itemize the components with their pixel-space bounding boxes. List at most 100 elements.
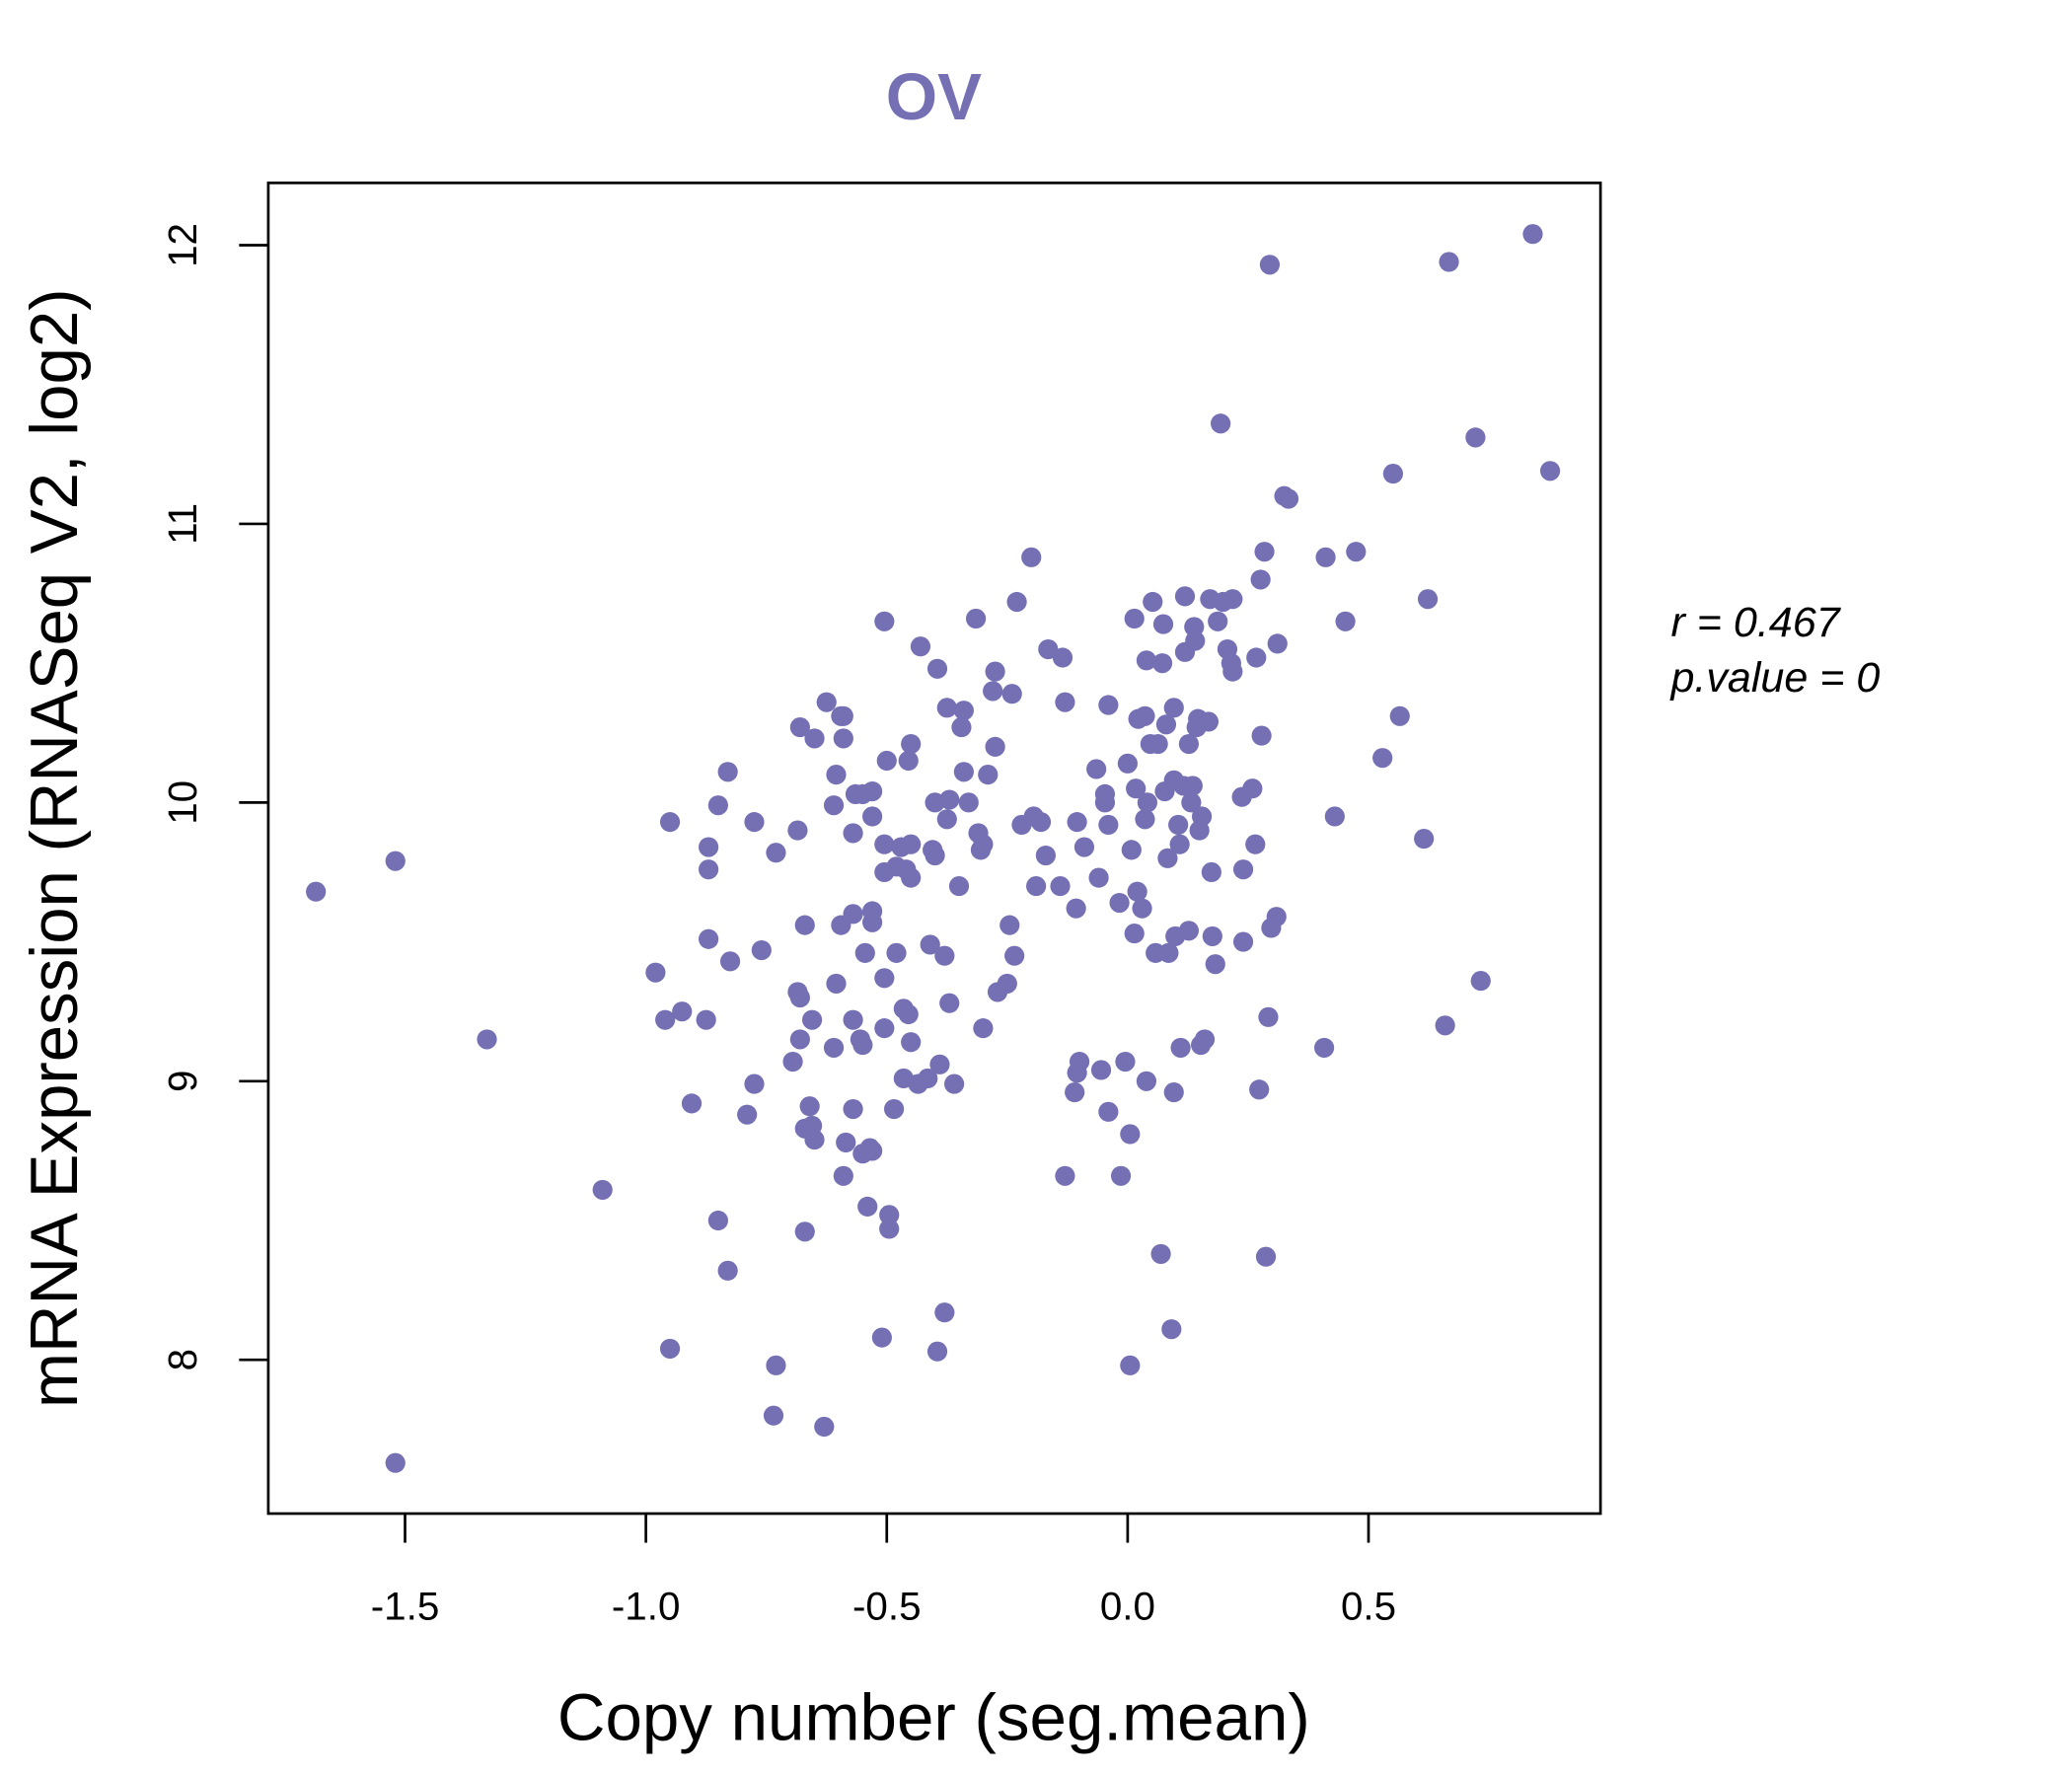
data-point (926, 1341, 948, 1362)
data-point (1242, 778, 1263, 799)
data-point (804, 728, 825, 749)
data-point (973, 834, 994, 854)
data-point (1135, 809, 1155, 830)
data-point (1266, 907, 1287, 927)
data-point (901, 867, 922, 888)
data-point (862, 780, 883, 802)
data-point (1006, 591, 1027, 613)
data-point (1055, 1165, 1075, 1186)
data-point (1065, 1082, 1085, 1103)
plot-area-frame (266, 182, 1602, 1516)
data-point (936, 698, 957, 718)
data-point (874, 1018, 895, 1039)
data-point (655, 1009, 676, 1030)
data-point (1052, 647, 1073, 668)
data-point (1136, 650, 1157, 671)
data-point (385, 851, 406, 871)
data-point (843, 904, 863, 925)
data-point (1169, 834, 1190, 854)
data-point (1066, 898, 1086, 919)
data-point (1088, 867, 1109, 888)
data-point (789, 1029, 810, 1050)
data-point (1094, 792, 1116, 813)
y-axis: 8 9 10 11 12 (160, 223, 268, 1370)
data-point (862, 912, 883, 932)
data-point (1050, 876, 1071, 897)
data-point (1194, 1029, 1216, 1050)
y-tick-label: 10 (160, 780, 205, 825)
data-point (1026, 876, 1047, 897)
data-point (814, 1416, 835, 1438)
data-point (985, 661, 1005, 682)
data-point (999, 915, 1020, 935)
chart-title: OV (886, 60, 982, 134)
data-point (804, 1130, 825, 1150)
data-point (1313, 1037, 1335, 1058)
data-point (1182, 776, 1203, 796)
data-point (833, 728, 853, 749)
data-point (1372, 748, 1393, 769)
data-point (1117, 753, 1138, 774)
data-point (707, 1210, 728, 1231)
data-point (1185, 630, 1206, 651)
data-point (1439, 252, 1459, 272)
y-tick-label: 12 (160, 223, 205, 267)
data-point (901, 834, 922, 854)
data-point (1035, 845, 1056, 866)
data-point (951, 717, 972, 738)
data-point (1001, 684, 1022, 704)
data-point (978, 765, 999, 785)
data-point (477, 1029, 497, 1050)
data-point (1143, 591, 1163, 613)
data-point (925, 845, 945, 866)
data-point (1522, 224, 1543, 245)
data-point (1030, 812, 1052, 833)
x-tick-label: -1.5 (371, 1584, 440, 1629)
data-point (1255, 1246, 1277, 1267)
data-point (926, 658, 948, 679)
data-point (1170, 1037, 1191, 1058)
data-point (1120, 1355, 1141, 1375)
data-point (973, 1018, 994, 1039)
data-point (1090, 1060, 1112, 1080)
data-point (1124, 924, 1145, 944)
data-point (1155, 714, 1177, 735)
data-point (1335, 611, 1356, 631)
data-point (1201, 861, 1221, 883)
data-point (1098, 695, 1119, 715)
data-point (843, 1098, 863, 1120)
data-point (1152, 614, 1174, 634)
data-point (385, 1452, 406, 1473)
data-point (862, 1141, 883, 1161)
data-point (901, 1032, 922, 1053)
data-point (1147, 733, 1168, 755)
data-point (936, 809, 957, 830)
data-point (1127, 881, 1147, 902)
data-point (1135, 705, 1155, 726)
data-point (1120, 1124, 1141, 1145)
data-point (934, 1302, 955, 1323)
data-point (862, 806, 883, 827)
data-point (1181, 792, 1202, 813)
data-point (737, 1104, 758, 1125)
data-point (1202, 925, 1222, 946)
data-point (1382, 464, 1404, 484)
data-point (1389, 705, 1410, 726)
data-point (876, 750, 897, 772)
data-point (1163, 698, 1184, 718)
data-point (794, 1221, 815, 1242)
data-point (920, 934, 940, 955)
data-point (1067, 812, 1087, 833)
data-point (953, 701, 974, 721)
data-point (1258, 1006, 1279, 1027)
data-point (659, 1338, 681, 1359)
data-point (874, 968, 895, 989)
data-point (879, 1205, 900, 1225)
data-point (898, 750, 919, 772)
data-point (1205, 954, 1225, 975)
x-axis-label: Copy number (seg.mean) (557, 1681, 1310, 1755)
data-point (1198, 711, 1220, 732)
data-point (699, 837, 719, 857)
data-point (1324, 806, 1345, 827)
data-point (744, 812, 765, 833)
